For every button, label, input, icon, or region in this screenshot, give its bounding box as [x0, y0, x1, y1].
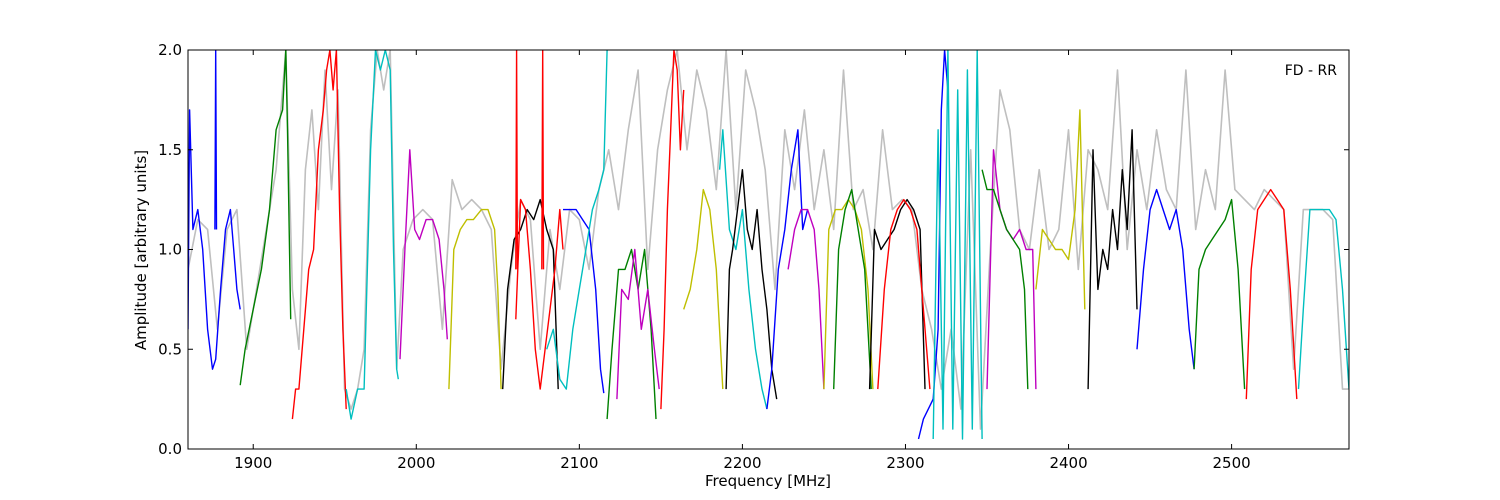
series-line-1: [188, 109, 241, 370]
x-tick-label: 2000: [397, 454, 435, 472]
series-line-33: [1193, 198, 1246, 390]
series-line-9: [515, 198, 564, 390]
series-line-30: [1035, 109, 1086, 310]
series-line-13: [546, 50, 608, 390]
series-line-11: [541, 50, 545, 270]
chart-annotation: FD - RR: [1285, 63, 1338, 79]
series-line-12: [563, 208, 605, 394]
series-line-18: [718, 129, 768, 410]
series-line-35: [1297, 208, 1349, 390]
x-axis-ticks: 1900 2000 2100 2200 2300 2400 2500: [234, 50, 1251, 472]
y-tick-label: 2.0: [158, 41, 182, 59]
series-line-4: [291, 50, 347, 420]
series-line-31: [1087, 129, 1138, 390]
x-tick-label: 2500: [1213, 454, 1251, 472]
series-line-24: [868, 198, 926, 390]
series-line-27: [932, 50, 983, 440]
series-line-34: [1245, 188, 1298, 400]
series-layer: [188, 50, 1349, 440]
series-line-32: [1136, 188, 1195, 370]
series-line-16: [660, 50, 685, 410]
x-tick-label: 2400: [1049, 454, 1087, 472]
series-line-19: [725, 168, 778, 400]
series-line-23: [833, 188, 872, 390]
series-line-2: [214, 50, 218, 230]
y-tick-label: 1.0: [158, 241, 182, 259]
y-axis-label: Amplitude [arbitrary units]: [132, 150, 150, 350]
series-line-25: [877, 198, 931, 390]
y-axis-ticks: 0.0 0.5 1.0 1.5 2.0: [158, 41, 1349, 458]
series-line-6: [399, 149, 448, 360]
x-axis-label: Frequency [MHz]: [705, 472, 831, 490]
series-line-15: [616, 248, 660, 400]
series-line-20: [766, 129, 809, 410]
series-line-29: [981, 169, 1029, 390]
y-tick-label: 1.5: [158, 141, 182, 159]
series-line-10: [515, 50, 519, 270]
series-line-21: [787, 208, 825, 390]
series-line-5: [345, 50, 399, 420]
x-tick-label: 2300: [886, 454, 924, 472]
series-line-3: [239, 50, 292, 386]
series-line-7: [448, 208, 502, 390]
y-tick-label: 0.5: [158, 340, 182, 358]
series-line-8: [502, 198, 559, 390]
x-tick-label: 1900: [234, 454, 272, 472]
x-tick-label: 2100: [560, 454, 598, 472]
plot-area: [188, 50, 1349, 440]
series-line-17: [683, 188, 724, 390]
series-line-26: [917, 50, 949, 440]
y-tick-label: 0.0: [158, 440, 182, 458]
x-tick-label: 2200: [723, 454, 761, 472]
